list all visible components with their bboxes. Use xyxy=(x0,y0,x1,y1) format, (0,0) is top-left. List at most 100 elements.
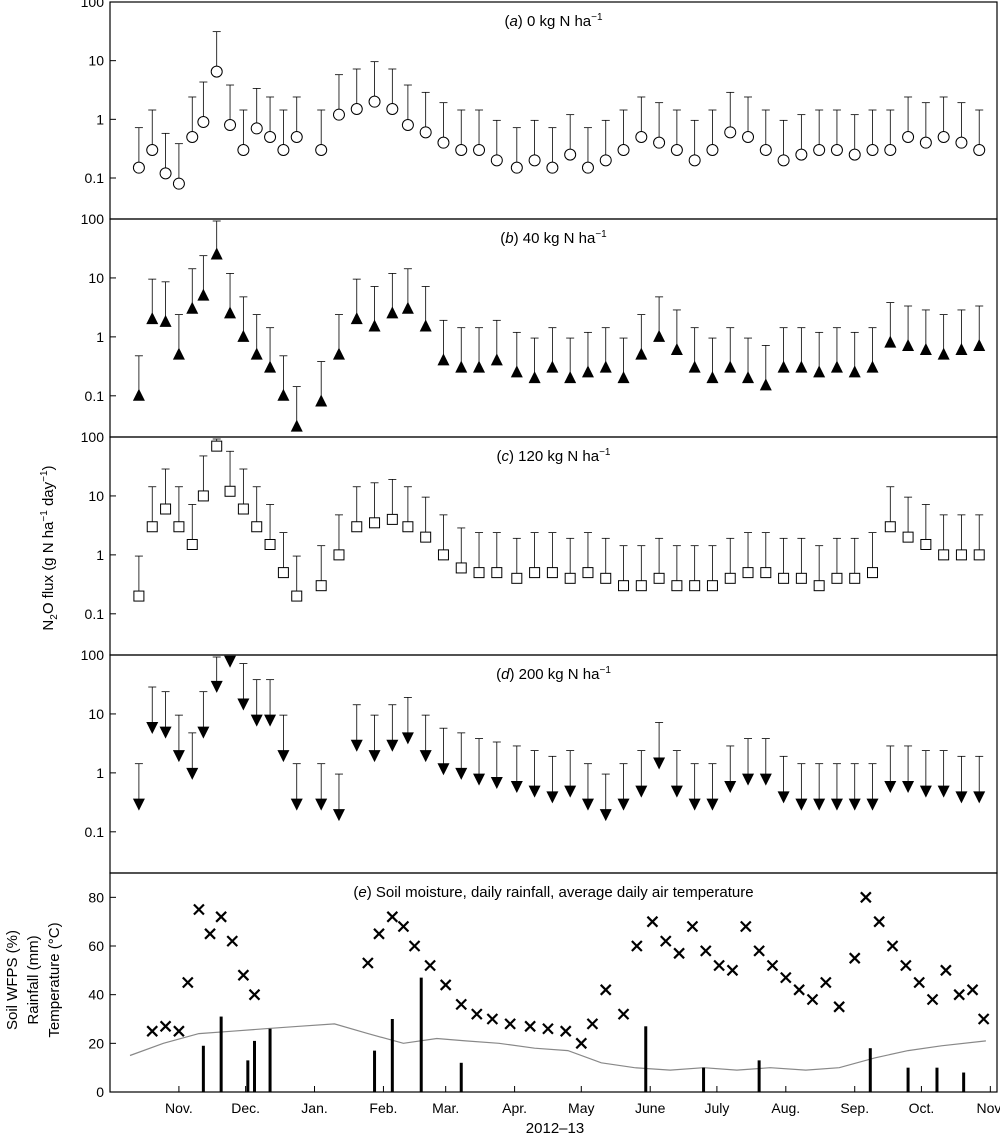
triangle-up-marker xyxy=(290,419,303,432)
square-marker xyxy=(671,580,683,592)
rain-bar xyxy=(252,1040,256,1092)
triangle-up-marker xyxy=(146,312,159,325)
triangle-up-marker xyxy=(777,360,790,373)
triangle-up-marker xyxy=(581,365,594,378)
triangle-up-marker xyxy=(528,371,541,384)
triangle-up-marker xyxy=(919,342,932,355)
x-marker xyxy=(471,1008,483,1020)
rain-bar xyxy=(459,1062,463,1092)
triangle-down-marker xyxy=(437,763,450,776)
triangle-up-marker xyxy=(132,388,145,401)
panel-title: (d) 200 kg N ha−1 xyxy=(496,665,611,683)
y-tick-label: 100 xyxy=(81,0,105,10)
triangle-down-marker xyxy=(368,750,381,763)
panel-a: 0.1 1 10 100 (a) 0 kg N ha−1 xyxy=(81,0,998,220)
panel-title-part: −1 xyxy=(599,447,611,458)
square-marker xyxy=(813,580,825,592)
x-marker xyxy=(575,1037,588,1050)
y-tick-label: 1 xyxy=(96,547,104,563)
x-tick-label: Mar. xyxy=(432,1100,459,1116)
panel-e: 0 20 40 60 80 (e) Soil moisture, daily rainfa… xyxy=(88,872,1000,1116)
triangle-up-marker xyxy=(706,371,719,384)
rain-bar xyxy=(702,1067,706,1092)
panel-title-part: ( xyxy=(353,884,358,901)
triangle-down-marker xyxy=(724,780,737,793)
square-marker xyxy=(491,567,503,579)
circle-marker xyxy=(210,65,223,78)
triangle-down-marker xyxy=(706,798,719,811)
panel-title-part: e xyxy=(358,884,366,901)
x-marker xyxy=(424,959,436,972)
square-marker xyxy=(795,572,807,584)
square-marker xyxy=(291,590,303,602)
circle-marker xyxy=(315,144,328,157)
triangle-up-marker xyxy=(350,312,363,325)
triangle-down-marker xyxy=(973,791,986,804)
circle-marker xyxy=(172,177,185,190)
triangle-up-marker xyxy=(546,360,559,373)
panel-title-part: −1 xyxy=(595,229,607,240)
circle-marker xyxy=(599,154,612,167)
circle-marker xyxy=(706,144,719,157)
y-tick-label: 100 xyxy=(81,429,105,445)
circle-marker xyxy=(653,136,666,149)
ylabel-sub: 2 xyxy=(49,614,60,620)
panel-title-part: −1 xyxy=(591,12,603,23)
triangle-up-marker xyxy=(264,360,277,373)
rain-bar xyxy=(419,977,423,1092)
x-tick-label: Aug. xyxy=(771,1100,800,1116)
triangle-up-marker xyxy=(277,388,290,401)
triangle-up-marker xyxy=(437,353,450,366)
y-tick-label: 10 xyxy=(88,706,104,722)
triangle-up-marker xyxy=(368,319,381,332)
x-marker xyxy=(159,1020,172,1033)
square-marker xyxy=(133,590,145,602)
square-marker xyxy=(173,521,185,533)
rain-bar xyxy=(962,1072,966,1092)
panel-frame xyxy=(109,872,998,1093)
y-tick-label: 0.1 xyxy=(85,824,105,840)
triangle-up-marker xyxy=(490,353,503,366)
x-marker xyxy=(226,935,239,947)
panel-title: (c) 120 kg N ha−1 xyxy=(497,447,611,465)
triangle-up-marker xyxy=(159,314,172,327)
square-marker xyxy=(237,503,249,515)
square-marker xyxy=(546,567,558,579)
triangle-down-marker xyxy=(564,785,577,798)
x-marker xyxy=(559,1025,572,1037)
ylabel-part: O flux (g N ha xyxy=(40,521,57,614)
square-marker xyxy=(742,567,754,579)
x-marker xyxy=(977,1013,990,1025)
triangle-down-marker xyxy=(617,798,630,811)
x-marker xyxy=(617,1008,630,1020)
circle-marker xyxy=(759,144,772,157)
circle-marker xyxy=(237,144,250,157)
triangle-up-marker xyxy=(237,329,250,342)
square-marker xyxy=(902,531,914,543)
square-marker xyxy=(264,538,276,550)
circle-marker xyxy=(250,122,263,135)
x-marker xyxy=(362,957,374,969)
circle-marker xyxy=(277,144,290,157)
x-marker xyxy=(848,952,861,964)
square-marker xyxy=(333,549,345,561)
rain-bar xyxy=(246,1060,250,1092)
triangle-up-marker xyxy=(210,247,223,260)
circle-marker xyxy=(332,108,345,121)
triangle-down-marker xyxy=(401,732,414,745)
x-tick-label: Feb. xyxy=(369,1100,397,1116)
x-marker xyxy=(860,891,872,904)
circle-marker xyxy=(386,102,399,115)
circle-marker xyxy=(830,144,843,157)
triangle-up-marker xyxy=(315,394,328,407)
y-tick-label: 0 xyxy=(96,1084,104,1100)
circle-marker xyxy=(777,154,790,167)
square-marker xyxy=(315,580,327,592)
x-marker xyxy=(173,1025,185,1037)
triangle-down-marker xyxy=(848,798,861,811)
y-axis-label-wfps: Soil WFPS (%) xyxy=(4,930,21,1030)
square-marker xyxy=(277,567,289,579)
circle-marker xyxy=(146,144,159,157)
x-marker xyxy=(237,969,250,981)
